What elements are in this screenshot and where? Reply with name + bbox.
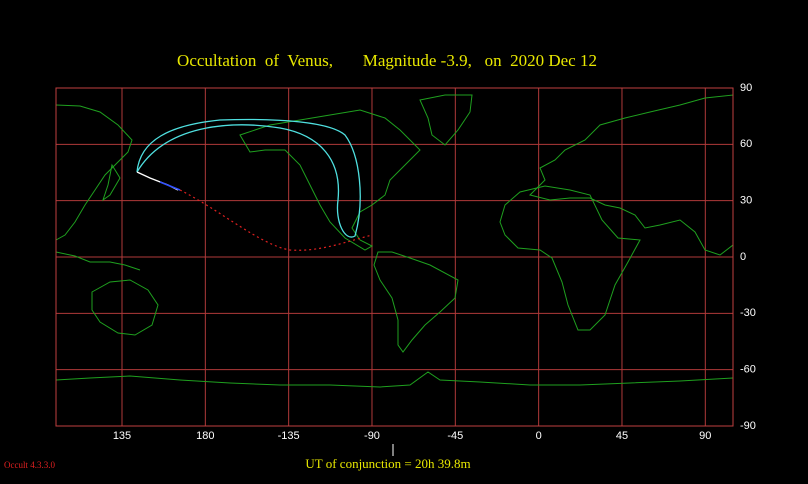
conjunction-time: UT of conjunction = 20h 39.8m [305,456,470,471]
antarctica [55,371,734,388]
lon-tick-label: -90 [364,430,380,442]
limit-line [136,118,361,238]
title: Occultation of Venus, Magnitude -3.9, on… [177,51,597,70]
eurasia-west [55,104,133,241]
version: Occult 4.3.3.0 [4,460,55,470]
lon-tick-label: 0 [536,430,542,442]
lon-tick-label: 90 [699,430,711,442]
greenland [419,94,473,146]
lat-tick-label: 90 [740,82,752,94]
japan [102,163,121,202]
coastlines [55,94,734,388]
map-frame [55,87,734,427]
lat-tick-label: -90 [740,420,756,432]
lat-tick-label: 60 [740,138,752,150]
south-america [373,251,459,353]
north-america [239,109,421,251]
lat-tick-label: -60 [740,364,756,376]
lon-tick-label: -135 [278,430,300,442]
lon-tick-label: -45 [447,430,463,442]
lon-tick-label: 180 [196,430,214,442]
australia [91,279,159,336]
occultation-path [136,118,373,251]
lat-tick-label: 30 [740,195,752,207]
lat-tick-label: 0 [740,251,746,263]
central-line [179,189,373,251]
eurasia-east [529,94,734,256]
lat-tick-label: -30 [740,307,756,319]
africa [499,185,641,331]
lon-tick-label: 135 [113,430,131,442]
lon-tick-label: 45 [616,430,628,442]
daylight-segment [159,181,181,191]
grid [56,87,733,427]
indonesia [55,251,141,271]
